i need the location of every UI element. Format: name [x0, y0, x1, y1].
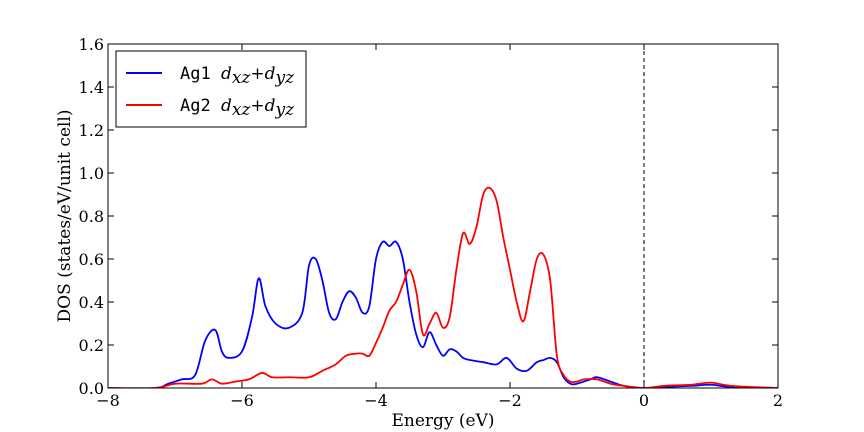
- y-tick-label: 1.0: [79, 164, 104, 183]
- x-tick-label: −2: [498, 391, 522, 410]
- y-tick-label: 1.4: [79, 78, 104, 97]
- x-tick-label: −4: [364, 391, 388, 410]
- x-tick-label: −8: [96, 391, 120, 410]
- x-tick-label: 2: [773, 391, 783, 410]
- ticks-layer: −8 −6 −4 −2 0 2 0.0 0.2 0.4 0.6 0.8 1.0 1.2 1.4 1.6: [79, 35, 784, 410]
- y-axis-label: DOS (states/eV/unit cell): [55, 109, 75, 322]
- y-tick-label: 0.4: [79, 293, 104, 312]
- series-line-ag1: [108, 240, 778, 388]
- series-layer: [108, 186, 778, 388]
- x-tick-label: −6: [230, 391, 254, 410]
- series-line-ag2: [108, 186, 778, 388]
- x-axis-label: Energy (eV): [391, 411, 494, 431]
- y-tick-label: 1.6: [79, 35, 104, 54]
- legend-frame: [115, 50, 307, 128]
- x-tick-label: 0: [639, 391, 649, 410]
- y-tick-label: 0.6: [79, 250, 104, 269]
- y-tick-label: 0.2: [79, 336, 104, 355]
- y-tick-label: 0.0: [79, 379, 104, 398]
- y-tick-label: 1.2: [79, 121, 104, 140]
- y-tick-label: 0.8: [79, 207, 104, 226]
